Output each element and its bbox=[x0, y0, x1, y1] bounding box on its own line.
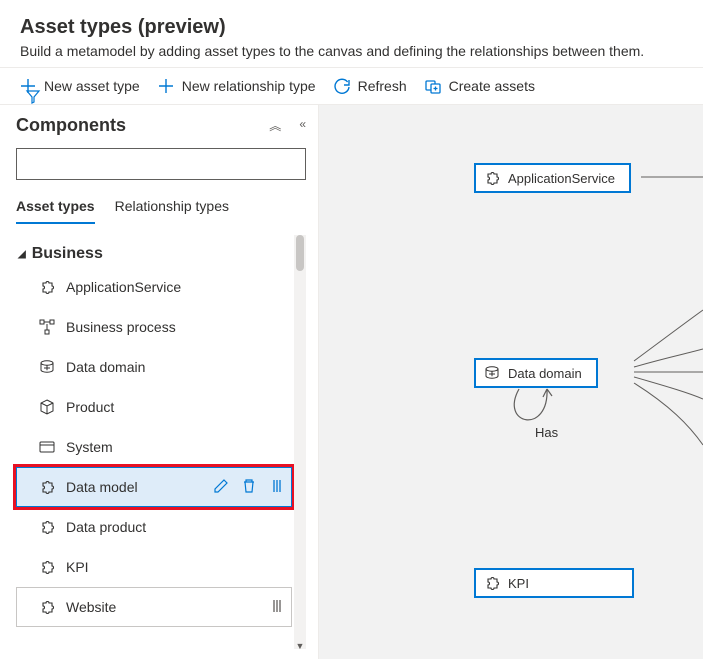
tree-item[interactable]: Business process bbox=[16, 307, 292, 347]
asset-type-tree: ◢ Business ApplicationService Business pr… bbox=[16, 241, 306, 627]
tree-item-label: ApplicationService bbox=[66, 279, 286, 295]
filter-box[interactable] bbox=[16, 148, 306, 180]
puzzle-icon bbox=[484, 170, 500, 186]
refresh-icon bbox=[334, 78, 350, 94]
panel-tabs: Asset types Relationship types bbox=[16, 198, 306, 225]
tree-item-label: Data model bbox=[66, 479, 203, 495]
tree-item[interactable]: Product bbox=[16, 387, 292, 427]
node-label: ApplicationService bbox=[508, 171, 615, 186]
cube-icon bbox=[38, 399, 56, 415]
create-assets-button[interactable]: Create assets bbox=[425, 78, 535, 94]
node-label: KPI bbox=[508, 576, 529, 591]
page-header: Asset types (preview) Build a metamodel … bbox=[0, 0, 703, 67]
process-icon bbox=[38, 319, 56, 335]
tree-item[interactable]: System bbox=[16, 427, 292, 467]
tree-item[interactable]: Website bbox=[16, 587, 292, 627]
tree-item-label: System bbox=[66, 439, 286, 455]
tree-item[interactable]: Data model bbox=[16, 467, 292, 507]
tree-item[interactable]: KPI bbox=[16, 547, 292, 587]
drag-handle-icon[interactable] bbox=[269, 598, 285, 617]
caret-icon: ◢ bbox=[18, 249, 26, 260]
canvas-node[interactable]: ApplicationService bbox=[474, 163, 631, 193]
domain-icon bbox=[484, 365, 500, 381]
puzzle-icon bbox=[38, 479, 56, 495]
components-panel: Components ︽ « Asset types Relationship … bbox=[0, 105, 319, 659]
puzzle-icon bbox=[38, 279, 56, 295]
item-actions bbox=[269, 598, 285, 617]
toolbar-label: Create assets bbox=[449, 78, 535, 94]
puzzle-icon bbox=[38, 559, 56, 575]
item-actions bbox=[213, 478, 285, 497]
toolbar-label: Refresh bbox=[358, 78, 407, 94]
group-label: Business bbox=[32, 245, 103, 263]
system-icon bbox=[38, 439, 56, 455]
refresh-button[interactable]: Refresh bbox=[334, 78, 407, 94]
tree-item[interactable]: Data product bbox=[16, 507, 292, 547]
puzzle-icon bbox=[484, 575, 500, 591]
canvas-node[interactable]: Data domain bbox=[474, 358, 598, 388]
tree-scrollbar[interactable]: ▲ ▼ bbox=[294, 235, 306, 649]
tree-item-label: Data product bbox=[66, 519, 286, 535]
create-assets-icon bbox=[425, 78, 441, 94]
delete-icon[interactable] bbox=[241, 478, 257, 497]
canvas-node[interactable]: KPI bbox=[474, 568, 634, 598]
tab-relationship-types[interactable]: Relationship types bbox=[115, 198, 229, 224]
tree-item-label: Website bbox=[66, 599, 259, 615]
tree-item-label: Product bbox=[66, 399, 286, 415]
domain-icon bbox=[38, 359, 56, 375]
tree-item-label: Business process bbox=[66, 319, 286, 335]
node-label: Data domain bbox=[508, 366, 582, 381]
tree-item[interactable]: Data domain bbox=[16, 347, 292, 387]
page-title: Asset types (preview) bbox=[20, 16, 683, 39]
tree-item-label: KPI bbox=[66, 559, 286, 575]
tree-group-business[interactable]: ◢ Business bbox=[16, 241, 292, 267]
page-subtitle: Build a metamodel by adding asset types … bbox=[20, 43, 683, 59]
puzzle-icon bbox=[38, 599, 56, 615]
tab-asset-types[interactable]: Asset types bbox=[16, 198, 95, 224]
drag-handle-icon[interactable] bbox=[269, 478, 285, 497]
puzzle-icon bbox=[38, 519, 56, 535]
tree-item[interactable]: ApplicationService bbox=[16, 267, 292, 307]
tree-item-label: Data domain bbox=[66, 359, 286, 375]
canvas[interactable]: ApplicationService Data domain KPI Has bbox=[319, 105, 703, 659]
edit-icon[interactable] bbox=[213, 478, 229, 497]
edge-label: Has bbox=[535, 425, 558, 440]
